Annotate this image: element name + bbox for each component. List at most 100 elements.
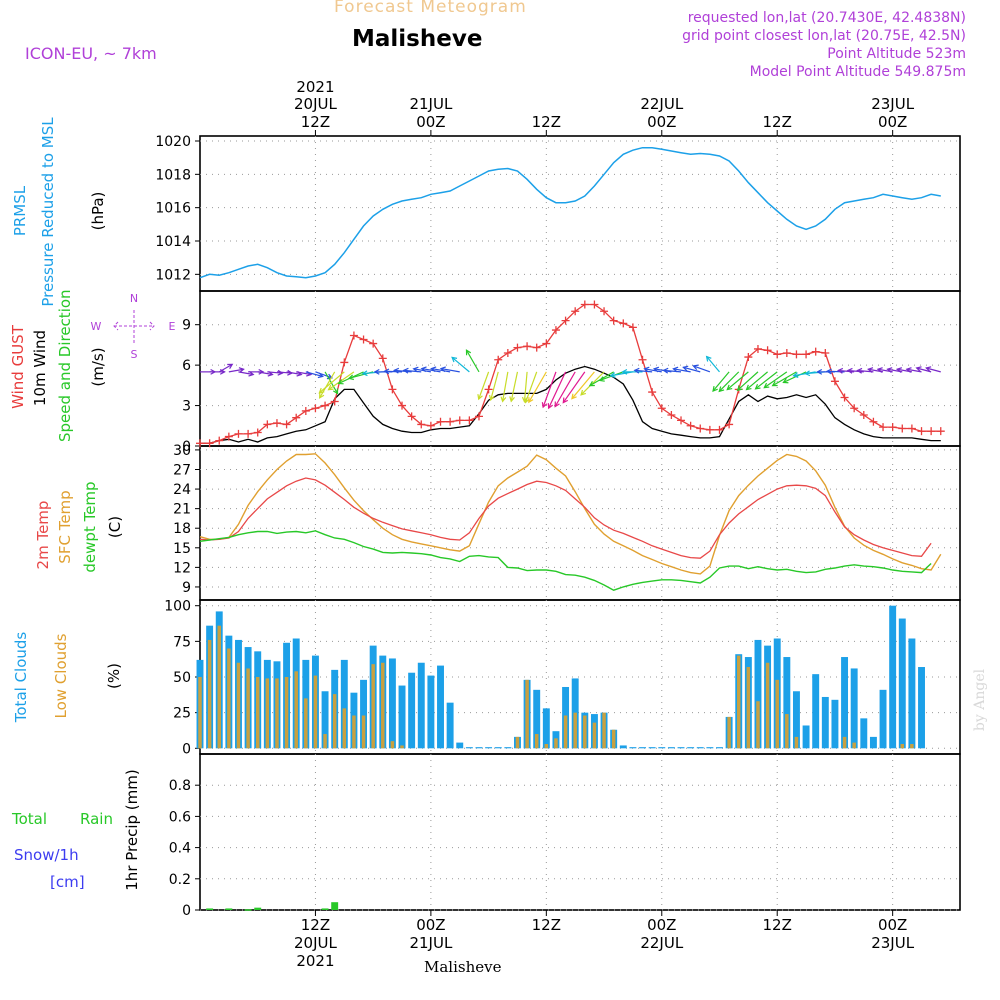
watermark: by Angel (972, 668, 988, 732)
low-cloud-bar (265, 678, 270, 749)
wind-arrow-head (763, 382, 770, 389)
wind-gust-marker (369, 339, 378, 348)
wind-ytick-label: 3 (182, 399, 191, 415)
low-cloud-bar (236, 662, 241, 749)
low-cloud-bar (381, 662, 385, 749)
wind-unit: (m/s) (89, 347, 107, 387)
pressure-panel-frame (199, 135, 961, 292)
wind-arrow (478, 371, 490, 400)
wind-gust-marker (542, 339, 551, 348)
wind-gust-marker (705, 425, 714, 434)
wind-arrow-head (554, 401, 560, 408)
total-cloud-bar (360, 679, 368, 749)
wind-arrow-head (488, 394, 495, 402)
wind-arrow-head (392, 367, 400, 374)
wind-gust-marker (907, 424, 916, 433)
wind-gust-marker (378, 354, 387, 363)
total-cloud-bar (446, 702, 454, 749)
wind-gust-marker (446, 417, 455, 426)
point-altitude: Point Altitude 523m (827, 46, 966, 62)
pressure-ytick-label: 1016 (155, 201, 191, 217)
wind-gust-marker (215, 436, 224, 445)
wind-gust-marker (744, 353, 753, 362)
wind-gust-marker (417, 420, 426, 429)
clouds-unit: (%) (105, 663, 123, 689)
wind-gust-marker (725, 420, 734, 429)
wind-arrow-head (652, 366, 660, 373)
wind-gust-marker (773, 350, 782, 359)
total-cloud-bar (619, 745, 627, 749)
total-cloud-bar (802, 725, 810, 749)
wind-arrow (554, 371, 576, 407)
wind-arrow-head (856, 367, 863, 374)
low-cloud-bar (198, 677, 202, 749)
temp-dewpt-label: dewpt Temp (81, 481, 99, 573)
footer-station: Malisheve (424, 958, 502, 976)
wind-arrow-head (277, 369, 284, 376)
precip-ytick-label: 0.6 (169, 809, 191, 825)
wind-arrow (421, 367, 441, 373)
wind-arrow-head (509, 396, 515, 403)
wind-arrow (906, 368, 922, 373)
total-cloud-bar (792, 691, 800, 749)
wind-arrow-head (383, 368, 390, 375)
wind-arrow (548, 371, 567, 409)
precip-ytick-label: 0 (182, 903, 191, 919)
total-cloud-bar (860, 718, 868, 749)
clouds-ytick-label: 0 (182, 741, 191, 757)
wind-gust-marker (523, 342, 532, 351)
wind-arrow-head (792, 372, 799, 378)
wind-arrow-head (430, 366, 437, 373)
wind-arrow (490, 371, 499, 401)
wind-arrow (673, 368, 691, 373)
wind-arrow (827, 370, 845, 373)
wind-arrow-head (633, 367, 640, 374)
wind-gust-marker (359, 335, 368, 344)
wind-arrow-head (402, 367, 409, 374)
wind-arrow (916, 367, 932, 373)
low-cloud-bar (342, 708, 347, 749)
bottom-time-label: 00Z (878, 916, 907, 934)
wind-arrow (394, 369, 412, 373)
bottom-time-label: 00Z (416, 916, 445, 934)
total-cloud-bar (783, 657, 791, 749)
wind-arrow-head (905, 367, 912, 373)
compass-north: N (130, 292, 138, 305)
clouds-ytick-label: 100 (164, 599, 191, 615)
wind-gust-marker (879, 423, 888, 432)
pressure-ytick-label: 1018 (155, 167, 191, 183)
dewpt-line (199, 530, 932, 591)
wind-arrow-head (846, 367, 853, 374)
model-label: ICON-EU, ~ 7km (25, 44, 157, 63)
requested-coords: requested lon,lat (20.7430E, 42.4838N) (687, 10, 966, 26)
total-cloud-bar (898, 618, 906, 749)
temp-ytick-label: 9 (182, 580, 191, 596)
wind-gust-marker (272, 419, 281, 428)
clouds-ytick-label: 50 (173, 670, 191, 686)
wind-arrow-head (718, 386, 725, 393)
top-year-label: 2021 (296, 78, 334, 96)
wind-gust-marker (859, 411, 868, 419)
low-cloud-bar (352, 715, 356, 749)
wind-gust-marker (244, 429, 253, 438)
wind-arrow-head (682, 365, 689, 372)
wind-arrow-head (816, 368, 823, 375)
rain-bar (321, 908, 329, 910)
low-cloud-bar (400, 745, 404, 749)
wind-arrow-head (745, 384, 752, 391)
total-cloud-bar (542, 708, 550, 749)
wind-arrow (319, 371, 336, 399)
top-time-label: 12Z (532, 113, 561, 131)
low-cloud-bar (602, 712, 606, 749)
wind-gust-marker (484, 385, 493, 394)
wind-gust-marker (811, 347, 820, 356)
pressure-ytick-label: 1014 (155, 234, 191, 250)
total-cloud-bar (533, 689, 541, 749)
precip-rain-label: Rain (80, 810, 113, 828)
precip-ytick-label: 0.4 (169, 841, 191, 857)
precip-ytick-label: 0.2 (169, 872, 191, 888)
total-cloud-bar (754, 639, 762, 749)
wind-gust-marker (196, 439, 204, 448)
total-cloud-bar (687, 747, 695, 749)
wind-gust-marker (763, 346, 772, 355)
